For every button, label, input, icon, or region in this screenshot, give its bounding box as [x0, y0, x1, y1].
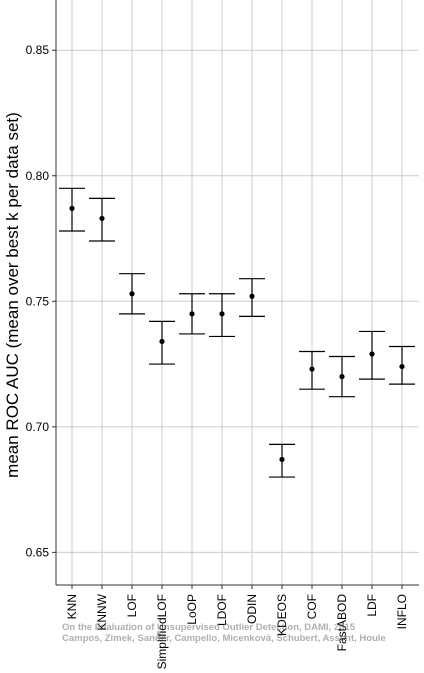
point-LOF	[129, 291, 135, 297]
y-tick-label: 0.75	[26, 294, 50, 308]
y-tick-label: 0.65	[26, 545, 50, 559]
x-tick-label: INFLO	[395, 594, 409, 629]
point-COF	[309, 366, 315, 372]
point-SimplifiedLOF	[159, 338, 165, 345]
x-tick-label: LDF	[365, 594, 379, 617]
point-ODIN	[249, 293, 255, 299]
x-tick-label: FastABOD	[335, 594, 349, 652]
y-tick-label: 0.85	[26, 43, 50, 57]
y-tick-label: 0.70	[26, 420, 50, 434]
point-KNN	[69, 205, 75, 211]
x-tick-label: LoOP	[185, 594, 199, 625]
y-axis-title: mean ROC AUC (mean over best k per data …	[3, 112, 22, 478]
data-marks	[59, 187, 415, 478]
x-tick-label: LDOF	[215, 594, 229, 626]
x-tick-labels: KNN KNNW LOF SimplifiedLOF LoOP LDOF ODIN KDEOS…	[65, 593, 409, 669]
point-FastABOD	[339, 374, 345, 380]
x-tick-label: KNN	[65, 594, 79, 619]
x-tick-label: SimplifiedLOF	[155, 594, 169, 669]
point-KDEOS	[279, 456, 285, 463]
x-tick-label: COF	[305, 594, 319, 619]
y-gridlines	[56, 49, 419, 553]
x-tick-label: LOF	[125, 594, 139, 617]
point-LDOF	[219, 311, 225, 317]
y-tick-labels: 0.65 0.70 0.75 0.80 0.85	[26, 43, 50, 559]
x-tick-label: KNNW	[95, 593, 109, 630]
y-tick-label: 0.80	[26, 169, 50, 183]
x-tick-label: KDEOS	[275, 594, 289, 636]
x-tick-label: ODIN	[245, 594, 259, 624]
point-KNNW	[99, 215, 105, 222]
point-LDF	[369, 351, 375, 357]
x-gridlines	[71, 0, 403, 585]
axes	[52, 0, 419, 589]
point-INFLO	[399, 363, 405, 370]
point-LoOP	[189, 311, 195, 317]
